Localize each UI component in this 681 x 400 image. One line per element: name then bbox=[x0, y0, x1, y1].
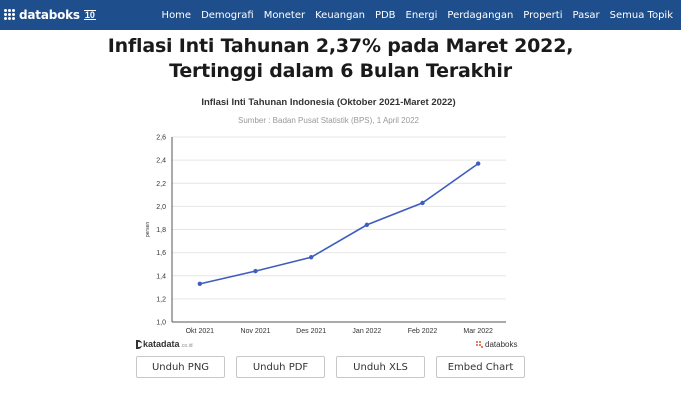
y-tick-label: 1,4 bbox=[156, 273, 166, 280]
y-tick-label: 1,2 bbox=[156, 296, 166, 303]
article-headline: Inflasi Inti Tahunan 2,37% pada Maret 20… bbox=[107, 35, 574, 82]
x-tick-label: Okt 2021 bbox=[186, 328, 215, 335]
nav-item-properti[interactable]: Properti bbox=[523, 9, 563, 21]
download-xls-button[interactable]: Unduh XLS bbox=[336, 356, 425, 378]
data-point bbox=[308, 255, 314, 260]
databoks-footer-logo[interactable]: databoks bbox=[476, 340, 517, 349]
nav-item-pdb[interactable]: PDB bbox=[374, 9, 396, 21]
databoks-footer-text: databoks bbox=[485, 340, 518, 349]
anniversary-badge: 10 bbox=[83, 10, 96, 20]
nav-item-energi[interactable]: Energi bbox=[405, 9, 438, 21]
top-navigation-bar: databoks 10 Home Demografi Moneter Keuan… bbox=[0, 0, 681, 30]
databoks-dots-icon bbox=[476, 341, 483, 348]
y-tick-label: 1,0 bbox=[156, 320, 166, 327]
data-point bbox=[197, 281, 203, 287]
line-chart: 1,0 1,2 1,4 1,6 1,8 2,0 2,2 2,4 2,6 Okt 2021 Nov 2… bbox=[145, 135, 506, 335]
x-tick-label: Nov 2021 bbox=[241, 328, 271, 335]
series-line bbox=[199, 162, 479, 285]
y-tick-label: 1,8 bbox=[156, 227, 166, 234]
nav-item-moneter[interactable]: Moneter bbox=[263, 9, 306, 21]
x-tick-label: Mar 2022 bbox=[463, 328, 493, 335]
nav-item-semua-topik[interactable]: Semua Topik bbox=[609, 9, 673, 21]
main-nav: Home Demografi Moneter Keuangan PDB Ener… bbox=[162, 0, 673, 30]
databoks-logo[interactable]: databoks 10 bbox=[4, 6, 96, 24]
katadata-logo[interactable]: katadata .co.id bbox=[136, 339, 192, 349]
katadata-k-icon bbox=[136, 339, 142, 349]
nav-item-perdagangan[interactable]: Perdagangan bbox=[447, 9, 514, 21]
katadata-brand-text: katadata bbox=[143, 339, 180, 349]
data-point bbox=[475, 161, 481, 166]
x-tick-label: Feb 2022 bbox=[408, 328, 438, 335]
nav-item-pasar[interactable]: Pasar bbox=[572, 9, 600, 21]
embed-chart-button[interactable]: Embed Chart bbox=[436, 356, 525, 378]
x-tick-label: Jan 2022 bbox=[352, 328, 381, 335]
nav-item-demografi[interactable]: Demografi bbox=[201, 9, 254, 21]
databoks-dots-icon bbox=[4, 9, 16, 21]
nav-item-home[interactable]: Home bbox=[161, 9, 192, 21]
data-point bbox=[364, 222, 370, 228]
chart-source: Sumber : Badan Pusat Statistik (BPS), 1 … bbox=[238, 116, 419, 125]
data-point bbox=[420, 200, 425, 206]
x-tick-label: Des 2021 bbox=[296, 328, 326, 335]
nav-item-keuangan[interactable]: Keuangan bbox=[315, 9, 365, 21]
y-tick-label: 2,4 bbox=[156, 158, 166, 165]
y-tick-label: 2,6 bbox=[156, 135, 166, 142]
data-point bbox=[253, 268, 258, 274]
y-tick-label: 2,2 bbox=[156, 181, 166, 188]
y-axis-title: persen bbox=[145, 222, 151, 238]
download-pdf-button[interactable]: Unduh PDF bbox=[236, 356, 325, 378]
download-buttons: Unduh PNG Unduh PDF Unduh XLS Embed Char… bbox=[136, 356, 525, 378]
katadata-domain-text: .co.id bbox=[180, 343, 193, 349]
chart-title: Inflasi Inti Tahunan Indonesia (Oktober … bbox=[201, 97, 456, 108]
download-png-button[interactable]: Unduh PNG bbox=[136, 356, 225, 378]
y-tick-label: 2,0 bbox=[156, 204, 166, 211]
brand-name: databoks bbox=[19, 8, 80, 22]
y-tick-label: 1,6 bbox=[156, 250, 166, 257]
